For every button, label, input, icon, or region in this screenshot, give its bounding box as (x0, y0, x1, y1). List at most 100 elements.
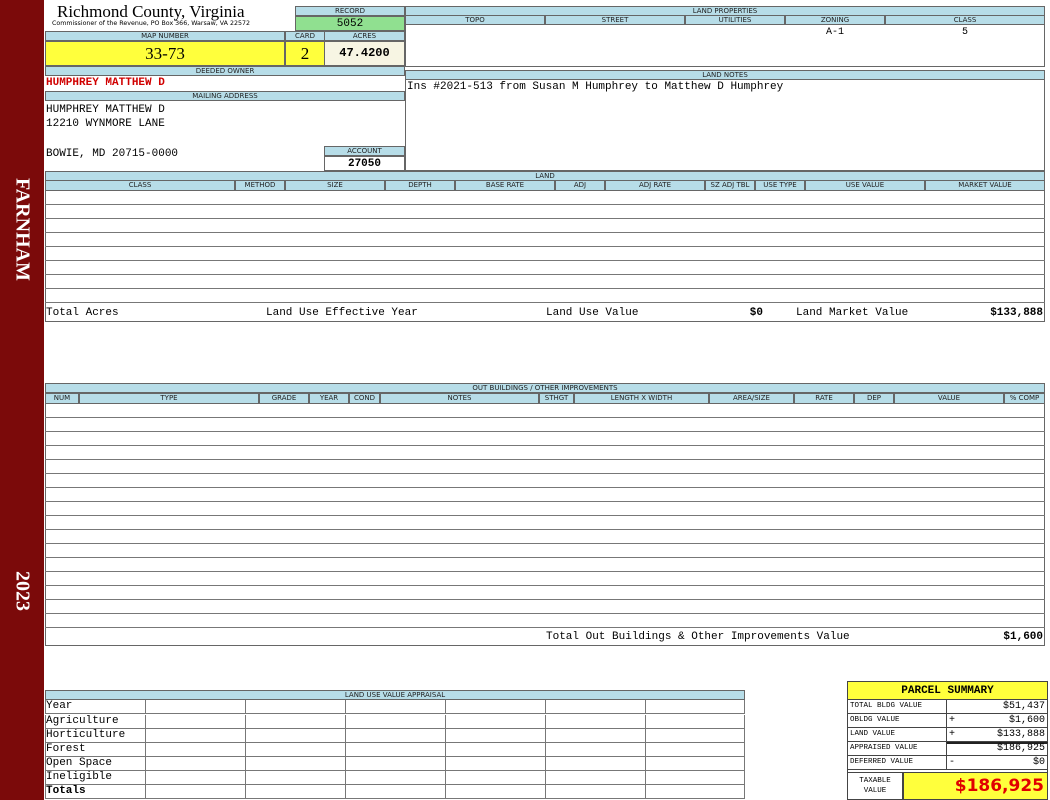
appraisal-row (45, 785, 745, 799)
acres-value: 47.4200 (324, 41, 405, 66)
column-header: SIZE (285, 180, 385, 191)
appraisal-row-label: Forest (46, 743, 86, 755)
appraisal-row (45, 715, 745, 729)
cell (545, 757, 546, 771)
account-label: ACCOUNT (324, 146, 405, 156)
column-header: CLASS (885, 15, 1045, 25)
appraisal-row (45, 700, 745, 714)
address-line: HUMPHREY MATTHEW D (46, 104, 165, 116)
cell (345, 771, 346, 785)
column-header: USE VALUE (805, 180, 925, 191)
row (45, 474, 1045, 488)
column-header: DEPTH (385, 180, 455, 191)
summary-label: LAND VALUE (847, 728, 947, 742)
column-header: TOPO (405, 15, 545, 25)
appraisal-row-label: Agriculture (46, 715, 119, 727)
row (45, 572, 1045, 586)
cell (645, 757, 646, 771)
effective-year: Land Use Effective Year (266, 307, 418, 319)
appraisal-title: LAND USE VALUE APPRAISAL (45, 690, 745, 700)
column-header: RATE (794, 393, 854, 404)
column-header: UTILITIES (685, 15, 785, 25)
column-header: BASE RATE (455, 180, 555, 191)
row (45, 418, 1045, 432)
owner-value: HUMPHREY MATTHEW D (46, 77, 165, 89)
record-value: 5052 (295, 16, 405, 31)
appraisal-row (45, 743, 745, 757)
column-header: STREET (545, 15, 685, 25)
row (45, 432, 1045, 446)
district: FARNHAM (11, 178, 34, 281)
use-value-label: Land Use Value (546, 307, 639, 319)
summary-sign: + (949, 729, 956, 740)
row (45, 205, 1045, 219)
cell (645, 715, 646, 729)
summary-cell (946, 700, 1048, 714)
row (45, 460, 1045, 474)
year: 2023 (11, 571, 34, 611)
summary-cell (946, 742, 1048, 756)
summary-value: $1,600 (1008, 715, 1045, 726)
column-header: SZ ADJ TBL (705, 180, 755, 191)
column-header: DEP (854, 393, 894, 404)
column-header: CLASS (45, 180, 235, 191)
summary-cell (946, 728, 1048, 742)
cell (145, 715, 146, 729)
cell (145, 757, 146, 771)
record-label: RECORD (295, 6, 405, 16)
appraisal-row (45, 757, 745, 771)
total-acres: Total Acres (46, 307, 119, 319)
taxable-label: TAXABLE VALUE (847, 772, 903, 800)
acres-label: ACRES (324, 31, 405, 41)
cell (545, 700, 546, 714)
cell (245, 729, 246, 743)
column-header: MARKET VALUE (925, 180, 1045, 191)
row (45, 488, 1045, 502)
cell (445, 700, 446, 714)
column-header: LENGTH X WIDTH (574, 393, 709, 404)
row (45, 614, 1045, 628)
cell (245, 757, 246, 771)
address-label: MAILING ADDRESS (45, 91, 405, 101)
row (45, 261, 1045, 275)
column-header: ADJ RATE (605, 180, 705, 191)
row (45, 219, 1045, 233)
summary-value: $51,437 (1002, 701, 1045, 712)
row (45, 233, 1045, 247)
summary-value: $0 (1032, 757, 1045, 768)
outbuildings-total-label: Total Out Buildings & Other Improvements… (546, 631, 850, 643)
cell (345, 729, 346, 743)
map-value: 33-73 (45, 41, 285, 66)
appraisal-row-label: Horticulture (46, 729, 126, 741)
market-value: $133,888 (990, 307, 1043, 319)
column-header: AREA/SIZE (709, 393, 794, 404)
owner-label: DEEDED OWNER (45, 66, 405, 76)
row (45, 558, 1045, 572)
column-header: NUM (45, 393, 79, 404)
row (45, 191, 1045, 205)
cell (345, 743, 346, 757)
cell (245, 700, 246, 714)
cell (245, 715, 246, 729)
column-header: COND (349, 393, 380, 404)
appraisal-row (45, 729, 745, 743)
address-line: 12210 WYNMORE LANE (46, 118, 165, 130)
cell (345, 757, 346, 771)
cell (245, 771, 246, 785)
column-header: % COMP (1004, 393, 1045, 404)
card-label: CARD (285, 31, 325, 41)
cell (345, 715, 346, 729)
summary-label: APPRAISED VALUE (847, 742, 947, 756)
cell (345, 700, 346, 714)
appraisal-row-label: Open Space (46, 757, 113, 769)
cell (545, 785, 546, 799)
column-header: METHOD (235, 180, 285, 191)
cell (445, 785, 446, 799)
column-header: YEAR (309, 393, 349, 404)
appraisal-row (45, 771, 745, 785)
cell (545, 715, 546, 729)
row (45, 586, 1045, 600)
cell (245, 743, 246, 757)
row (45, 516, 1045, 530)
cell (445, 771, 446, 785)
